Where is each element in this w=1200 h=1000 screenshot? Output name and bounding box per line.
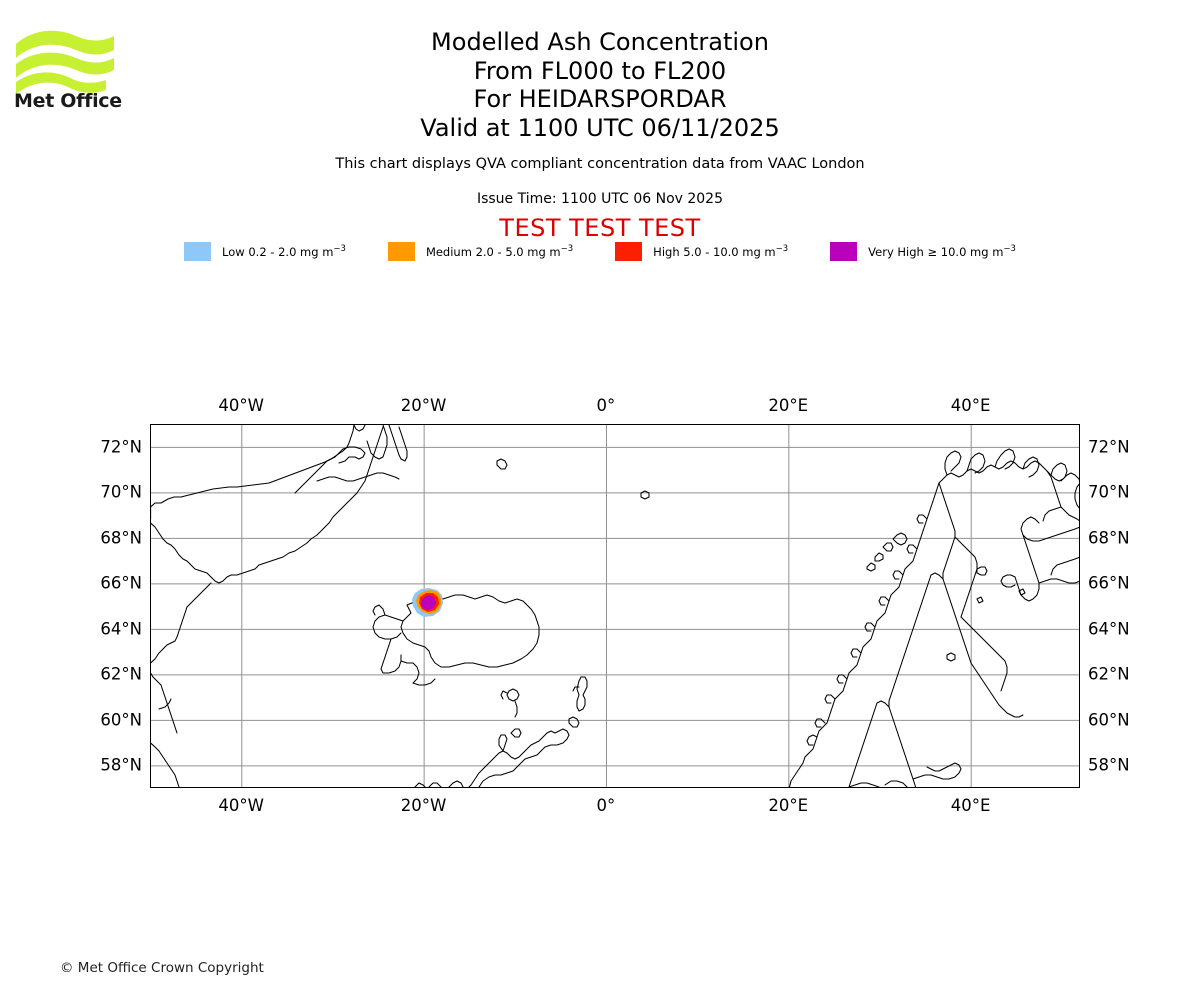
ash-concentration-map: 40°W 40°W 20°W 20°W 0° 0° 20°E 20°E 40°E 40°E 58°N… <box>100 396 1129 815</box>
lon-tick-top-20°E: 20°E <box>768 396 809 415</box>
lat-tick-right-62°N: 62°N <box>1088 664 1130 684</box>
title-line-3: For HEIDARSPORDAR <box>473 85 727 113</box>
map-coastlines <box>151 425 1079 787</box>
lat-tick-right-70°N: 70°N <box>1088 482 1130 502</box>
lat-tick-left-70°N: 70°N <box>100 482 142 502</box>
lon-tick-top-0°: 0° <box>596 396 616 415</box>
lon-tick-bot-40°E: 40°E <box>950 796 991 815</box>
concentration-legend: Low 0.2 - 2.0 mg m−3 Medium 2.0 - 5.0 mg… <box>0 242 1200 261</box>
legend-label-high: High 5.0 - 10.0 mg m−3 <box>653 244 789 259</box>
legend-swatch-very-high <box>830 242 858 261</box>
lon-tick-top-20°W: 20°W <box>400 396 447 415</box>
lat-tick-left-72°N: 72°N <box>100 437 142 457</box>
lat-tick-left-64°N: 64°N <box>100 619 142 639</box>
title-line-1: Modelled Ash Concentration <box>431 28 769 56</box>
lat-tick-left-60°N: 60°N <box>100 710 142 730</box>
lon-tick-bot-20°E: 20°E <box>768 796 809 815</box>
map-gridlines <box>151 425 1079 787</box>
copyright-notice: © Met Office Crown Copyright <box>60 960 264 976</box>
chart-subtitle: This chart displays QVA compliant concen… <box>335 156 865 172</box>
legend-label-low: Low 0.2 - 2.0 mg m−3 <box>222 244 346 259</box>
plume-contour-very-high <box>421 595 437 611</box>
lon-tick-bot-40°W: 40°W <box>218 796 264 815</box>
legend-item-very-high: Very High ≥ 10.0 mg m−3 <box>830 242 1016 261</box>
page-title: Modelled Ash Concentration From FL000 to… <box>0 28 1200 142</box>
legend-label-medium: Medium 2.0 - 5.0 mg m−3 <box>425 244 574 259</box>
map-plot-frame <box>150 424 1080 788</box>
lat-tick-right-58°N: 58°N <box>1088 755 1130 775</box>
legend-item-low: Low 0.2 - 2.0 mg m−3 <box>184 242 388 261</box>
legend-item-high: High 5.0 - 10.0 mg m−3 <box>615 242 830 261</box>
legend-item-medium: Medium 2.0 - 5.0 mg m−3 <box>387 242 615 261</box>
title-line-2: From FL000 to FL200 <box>473 56 727 85</box>
lat-tick-right-60°N: 60°N <box>1088 710 1130 730</box>
legend-label-very-high: Very High ≥ 10.0 mg m−3 <box>868 244 1016 259</box>
met-office-wordmark: Met Office <box>14 90 122 112</box>
lon-tick-bot-0°: 0° <box>596 796 616 815</box>
lat-tick-left-66°N: 66°N <box>100 573 142 593</box>
met-office-logo <box>14 26 124 116</box>
legend-swatch-low <box>184 242 212 261</box>
lat-tick-left-62°N: 62°N <box>100 664 142 684</box>
test-banner: TEST TEST TEST <box>499 214 701 242</box>
lon-tick-top-40°E: 40°E <box>950 396 991 415</box>
lat-tick-right-68°N: 68°N <box>1088 528 1130 548</box>
lat-tick-right-72°N: 72°N <box>1088 437 1130 457</box>
legend-swatch-high <box>615 242 643 261</box>
lon-tick-top-40°W: 40°W <box>218 396 264 415</box>
legend-swatch-medium <box>387 242 415 261</box>
met-office-wave-mark <box>16 30 114 94</box>
issue-time: Issue Time: 1100 UTC 06 Nov 2025 <box>476 191 724 207</box>
lon-tick-bot-20°W: 20°W <box>400 796 447 815</box>
map-canvas <box>151 425 1079 787</box>
ash-plume <box>412 588 444 618</box>
lat-tick-right-64°N: 64°N <box>1088 619 1130 639</box>
lat-tick-left-68°N: 68°N <box>100 528 142 548</box>
lat-tick-right-66°N: 66°N <box>1088 573 1130 593</box>
lat-tick-left-58°N: 58°N <box>100 755 142 775</box>
title-line-4: Valid at 1100 UTC 06/11/2025 <box>420 113 780 142</box>
